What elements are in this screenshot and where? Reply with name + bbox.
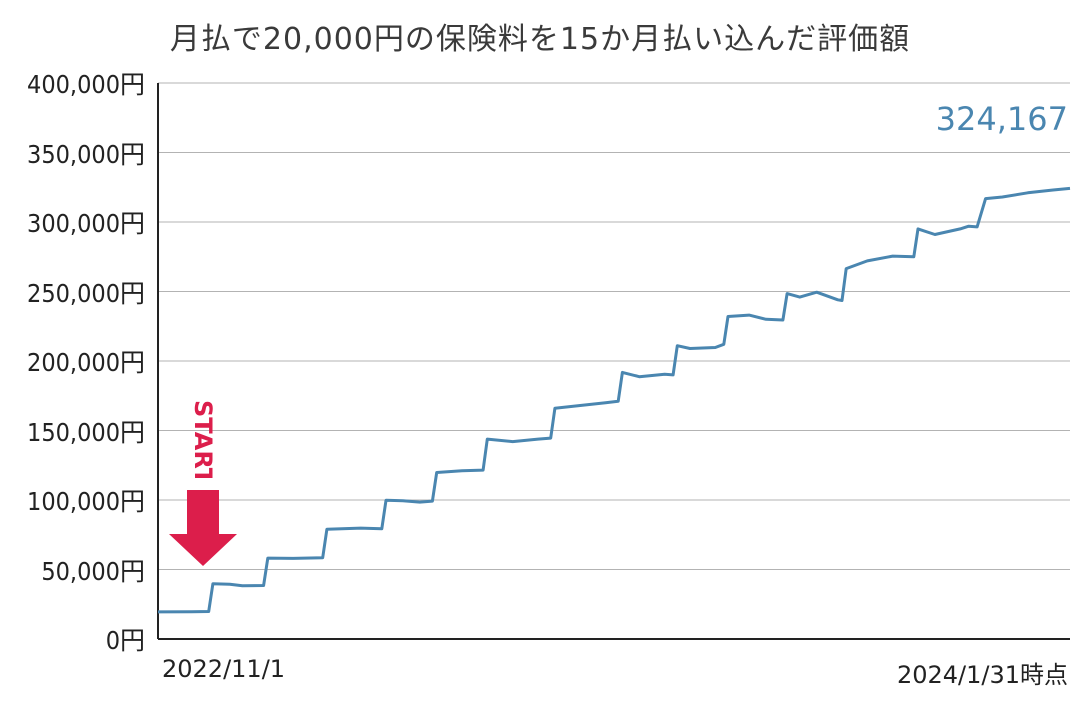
x-end-label: 2024/1/31時点 xyxy=(896,661,1068,689)
chart-title: 月払で20,000円の保険料を15か月払い込んだ評価額 xyxy=(169,22,911,57)
y-tick-label: 400,000円 xyxy=(27,70,145,99)
y-tick-label: 100,000円 xyxy=(27,487,145,516)
y-tick-label: 200,000円 xyxy=(27,348,145,377)
y-tick-label: 250,000円 xyxy=(27,278,145,308)
end-value-label: 324,167 xyxy=(935,100,1068,138)
y-tick-label: 150,000円 xyxy=(27,417,145,447)
start-marker-text: START xyxy=(189,400,217,478)
start-arrow-icon xyxy=(169,490,237,566)
y-tick-label: 350,000円 xyxy=(27,139,145,169)
y-tick-label: 50,000円 xyxy=(41,556,145,586)
x-start-label: 2022/11/1 xyxy=(162,655,286,683)
start-label: START xyxy=(189,400,217,478)
y-tick-label: 300,000円 xyxy=(27,209,145,238)
y-tick-label: 0円 xyxy=(105,626,145,655)
series-line xyxy=(157,186,1071,614)
